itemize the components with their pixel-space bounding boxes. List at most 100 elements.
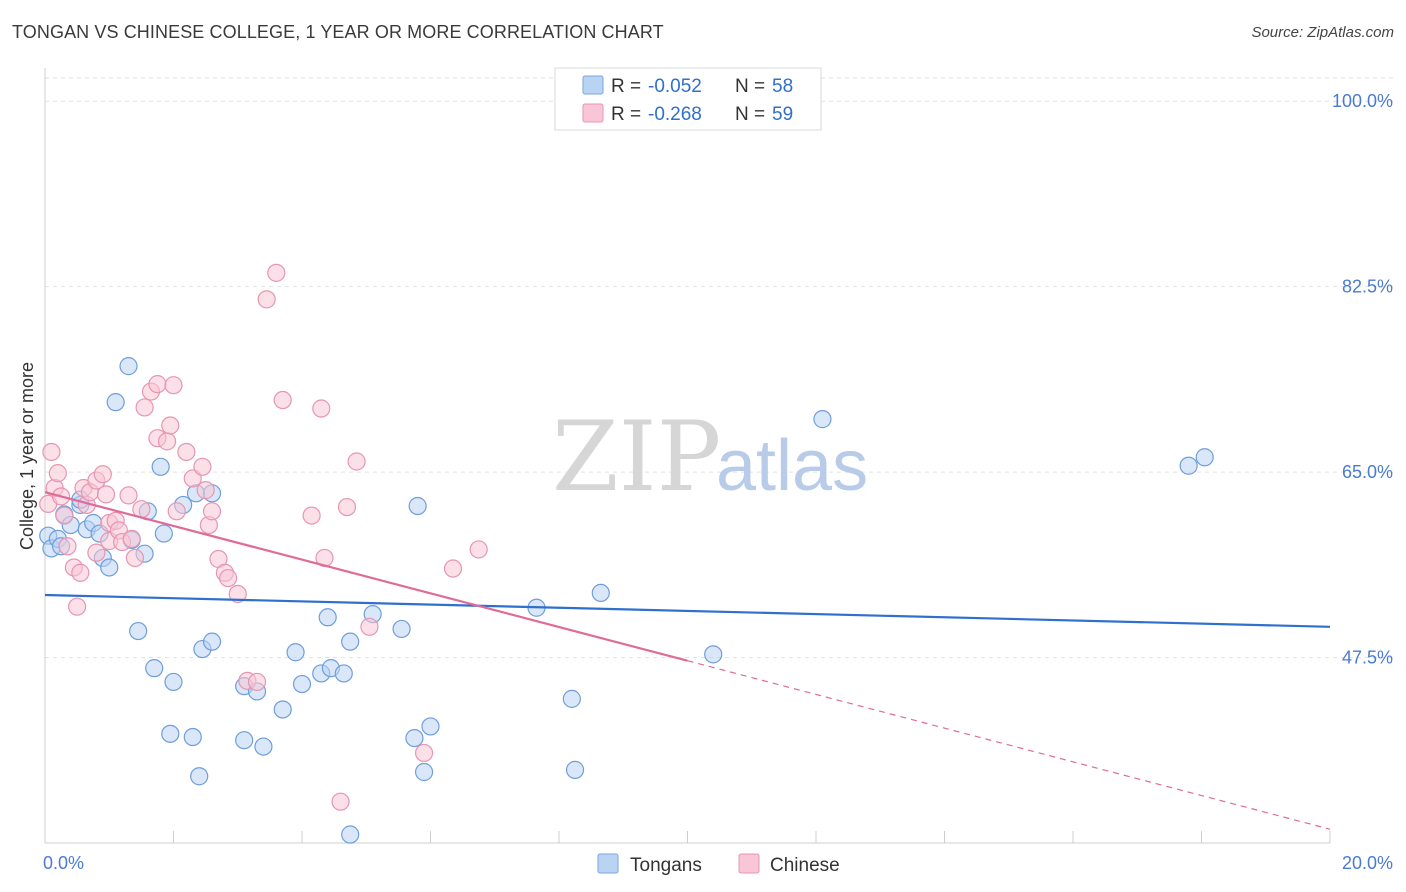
point-chinese [443,559,463,578]
bottom-legend-swatch-tongans [597,853,619,874]
point-tongans [161,724,180,743]
point-chinese [148,375,167,394]
watermark-atlas: atlas [716,426,868,506]
bottom-legend-label-tongans: Tongans [630,855,702,876]
point-chinese [414,743,434,763]
point-chinese [119,486,138,505]
legend-n-label-chinese: N = [735,104,765,125]
series-chinese [39,263,488,811]
point-chinese [360,617,379,636]
point-chinese [161,416,180,435]
trend-line-chinese [44,491,688,662]
point-chinese [96,485,116,504]
point-chinese [177,442,196,462]
point-tongans [341,825,360,844]
point-chinese [219,568,238,588]
point-chinese [125,548,145,568]
point-tongans [286,643,305,662]
data-points [39,263,1214,844]
point-tongans [1195,448,1214,467]
point-chinese [312,399,331,418]
trend-line-tongans [44,593,1331,628]
legend-n-value-chinese: 59 [772,104,793,125]
legend-n-label-tongans: N = [735,76,765,97]
point-tongans [565,760,585,779]
series-legend: Tongans Chinese [597,853,840,876]
point-tongans [341,632,360,651]
point-tongans [318,608,337,627]
legend-r-value-chinese: -0.268 [648,104,702,125]
legend-n-value-tongans: 58 [772,76,793,97]
point-chinese [273,390,292,410]
point-chinese [71,563,90,582]
point-chinese [247,672,267,692]
y-axis-label: College, 1 year or more [17,362,37,550]
point-chinese [68,597,87,616]
point-chinese [164,376,183,395]
y-tick-label: 100.0% [1332,91,1393,111]
point-tongans [183,727,202,747]
watermark-zip: ZIP [552,401,721,513]
point-chinese [122,529,141,548]
point-chinese [302,506,321,525]
point-chinese [55,506,74,525]
grid-lines [45,77,1395,659]
watermark: ZIP atlas [552,401,868,513]
point-chinese [196,481,215,500]
point-chinese [193,457,212,476]
point-chinese [267,263,286,282]
point-chinese [135,398,154,417]
point-tongans [273,700,292,719]
point-chinese [157,432,177,451]
point-chinese [87,543,106,562]
point-tongans [704,645,723,664]
point-tongans [254,737,273,756]
x-tick-label: 0.0% [43,853,84,873]
point-tongans [334,664,353,683]
point-tongans [100,558,119,577]
point-tongans [154,524,173,543]
point-tongans [421,717,440,736]
legend-r-value-tongans: -0.052 [648,76,702,97]
x-tick-labels: 0.0% 20.0% [43,853,1393,873]
point-tongans [106,393,125,412]
point-chinese [331,792,350,811]
point-chinese [347,452,366,471]
y-tick-label: 65.0% [1342,462,1393,482]
chart-title: TONGAN VS CHINESE COLLEGE, 1 YEAR OR MOR… [12,22,664,42]
point-chinese [167,502,186,521]
legend-r-label-tongans: R = [611,76,641,97]
point-chinese [183,469,202,488]
point-tongans [591,583,610,603]
trend-line-extension-chinese [687,660,1331,830]
point-chinese [257,290,276,309]
point-tongans [392,619,411,639]
bottom-legend-swatch-chinese [738,853,760,874]
point-chinese [93,465,112,484]
point-chinese [42,442,61,462]
y-tick-label: 47.5% [1342,648,1393,668]
legend-swatch-tongans [582,75,604,95]
point-chinese [48,464,67,483]
point-tongans [562,689,581,708]
point-chinese [228,584,247,604]
bottom-legend-label-chinese: Chinese [770,855,840,876]
point-tongans [235,731,254,750]
point-tongans [190,767,209,786]
point-tongans [164,672,183,692]
point-tongans [813,410,832,429]
point-chinese [337,497,357,517]
point-chinese [58,537,77,556]
point-tongans [202,632,222,651]
point-tongans [119,357,138,376]
correlation-legend: R = -0.052 N = 58 R = -0.268 N = 59 [554,67,822,131]
x-tick-label: 20.0% [1342,853,1393,873]
point-tongans [1179,456,1198,475]
point-tongans [129,621,148,641]
y-tick-labels: 100.0% 82.5% 65.0% 47.5% [1332,91,1393,667]
point-tongans [145,659,164,678]
legend-swatch-chinese [582,103,604,123]
point-tongans [292,674,312,694]
trend-lines [44,491,1331,830]
